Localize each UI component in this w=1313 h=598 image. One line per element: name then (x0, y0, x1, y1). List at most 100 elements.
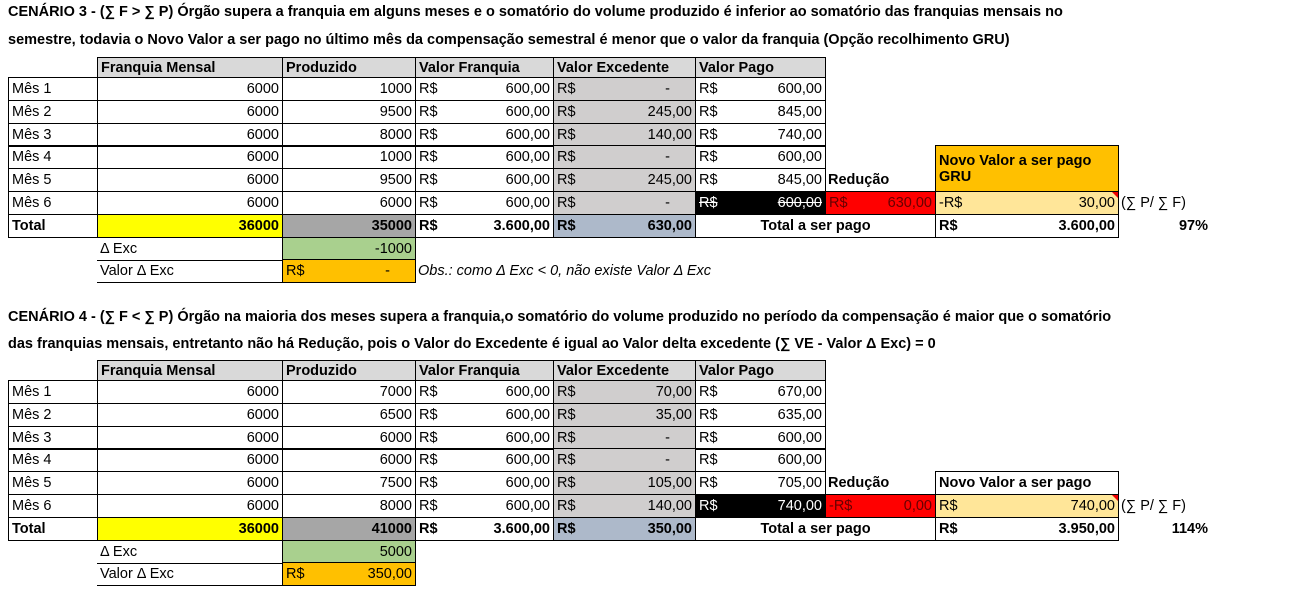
month-label[interactable]: Mês 3 (8, 426, 98, 450)
valor-franquia-cell[interactable]: R$ 600,00 (415, 145, 554, 169)
total-franquia[interactable]: 36000 (97, 214, 283, 238)
valor-franquia-cell[interactable]: R$ 600,00 (415, 494, 554, 518)
month-label[interactable]: Mês 5 (8, 168, 98, 192)
valor-excedente-cell[interactable]: R$ 105,00 (553, 471, 696, 495)
valor-franquia-cell[interactable]: R$ 600,00 (415, 123, 554, 147)
valor-pago-cell[interactable]: R$ 600,00 (695, 448, 826, 472)
valor-franquia-cell[interactable]: R$ 600,00 (415, 403, 554, 427)
valor-delta-label[interactable]: Valor Δ Exc (97, 562, 283, 586)
total-a-ser-pago-label[interactable]: Total a ser pago (695, 214, 936, 238)
valor-excedente-cell[interactable]: R$ - (553, 77, 696, 101)
valor-pago-cell[interactable]: R$ 600,00 (695, 77, 826, 101)
reducao-value[interactable]: R$ 630,00 (825, 191, 936, 215)
produzido-cell[interactable]: 6500 (282, 403, 416, 427)
total-produzido[interactable]: 35000 (282, 214, 416, 238)
valor-excedente-cell[interactable]: R$ - (553, 426, 696, 450)
novo-valor-header[interactable]: Novo Valor a ser pago (935, 471, 1119, 495)
reducao-label[interactable]: Redução (825, 168, 936, 192)
observation-note[interactable]: Obs.: como Δ Exc < 0, não existe Valor Δ… (415, 259, 826, 283)
total-franquia[interactable]: 36000 (97, 517, 283, 541)
franquia-cell[interactable]: 6000 (97, 191, 283, 215)
reducao-value[interactable]: -R$ 0,00 (825, 494, 936, 518)
produzido-cell[interactable]: 9500 (282, 168, 416, 192)
valor-pago-cell[interactable]: R$ 740,00 (695, 494, 826, 518)
delta-exc-label[interactable]: Δ Exc (97, 540, 283, 564)
valor-excedente-cell[interactable]: R$ - (553, 191, 696, 215)
delta-exc-value[interactable]: 5000 (282, 540, 416, 564)
total-valor-franquia[interactable]: R$ 3.600,00 (415, 517, 554, 541)
produzido-cell[interactable]: 6000 (282, 426, 416, 450)
month-label[interactable]: Mês 1 (8, 380, 98, 404)
produzido-cell[interactable]: 7500 (282, 471, 416, 495)
month-label[interactable]: Mês 6 (8, 191, 98, 215)
delta-exc-value[interactable]: -1000 (282, 237, 416, 261)
valor-franquia-cell[interactable]: R$ 600,00 (415, 448, 554, 472)
month-label[interactable]: Mês 6 (8, 494, 98, 518)
total-valor-excedente[interactable]: R$ 350,00 (553, 517, 696, 541)
total-valor-franquia[interactable]: R$ 3.600,00 (415, 214, 554, 238)
ratio-label[interactable]: (∑ P/ ∑ F) (1118, 494, 1211, 518)
total-produzido[interactable]: 41000 (282, 517, 416, 541)
column-header[interactable]: Valor Franquia (415, 57, 554, 78)
valor-pago-cell[interactable]: R$ 845,00 (695, 168, 826, 192)
month-label[interactable]: Mês 5 (8, 471, 98, 495)
produzido-cell[interactable]: 7000 (282, 380, 416, 404)
novo-valor-header[interactable]: Novo Valor a ser pago GRU (935, 145, 1119, 192)
franquia-cell[interactable]: 6000 (97, 123, 283, 147)
total-a-ser-pago-value[interactable]: R$ 3.950,00 (935, 517, 1119, 541)
valor-pago-cell[interactable]: R$ 845,00 (695, 100, 826, 124)
total-a-ser-pago-label[interactable]: Total a ser pago (695, 517, 936, 541)
month-label[interactable]: Mês 1 (8, 77, 98, 101)
valor-delta-value[interactable]: R$ 350,00 (282, 562, 416, 586)
total-valor-excedente[interactable]: R$ 630,00 (553, 214, 696, 238)
column-header[interactable]: Produzido (282, 57, 416, 78)
reducao-label[interactable]: Redução (825, 471, 936, 495)
valor-franquia-cell[interactable]: R$ 600,00 (415, 426, 554, 450)
valor-excedente-cell[interactable]: R$ 140,00 (553, 494, 696, 518)
novo-valor-cell[interactable]: R$ 740,00 (935, 494, 1119, 518)
valor-franquia-cell[interactable]: R$ 600,00 (415, 471, 554, 495)
column-header[interactable]: Valor Excedente (553, 57, 696, 78)
valor-excedente-cell[interactable]: R$ 245,00 (553, 100, 696, 124)
valor-franquia-cell[interactable]: R$ 600,00 (415, 380, 554, 404)
month-label[interactable]: Mês 2 (8, 403, 98, 427)
ratio-label[interactable]: (∑ P/ ∑ F) (1118, 191, 1211, 215)
produzido-cell[interactable]: 6000 (282, 448, 416, 472)
valor-franquia-cell[interactable]: R$ 600,00 (415, 100, 554, 124)
valor-pago-cell[interactable]: R$ 635,00 (695, 403, 826, 427)
franquia-cell[interactable]: 6000 (97, 380, 283, 404)
valor-pago-cell[interactable]: R$ 740,00 (695, 123, 826, 147)
valor-pago-cell[interactable]: R$ 705,00 (695, 471, 826, 495)
franquia-cell[interactable]: 6000 (97, 77, 283, 101)
produzido-cell[interactable]: 8000 (282, 123, 416, 147)
column-header[interactable]: Produzido (282, 360, 416, 381)
percentage[interactable]: 114% (1118, 517, 1211, 541)
franquia-cell[interactable]: 6000 (97, 448, 283, 472)
valor-pago-cell[interactable]: R$ 600,00 (695, 426, 826, 450)
valor-excedente-cell[interactable]: R$ 140,00 (553, 123, 696, 147)
produzido-cell[interactable]: 1000 (282, 77, 416, 101)
valor-excedente-cell[interactable]: R$ - (553, 145, 696, 169)
novo-valor-cell[interactable]: -R$ 30,00 (935, 191, 1119, 215)
valor-excedente-cell[interactable]: R$ 70,00 (553, 380, 696, 404)
total-a-ser-pago-value[interactable]: R$ 3.600,00 (935, 214, 1119, 238)
column-header[interactable]: Valor Pago (695, 360, 826, 381)
percentage[interactable]: 97% (1118, 214, 1211, 238)
valor-excedente-cell[interactable]: R$ 35,00 (553, 403, 696, 427)
valor-delta-value[interactable]: R$ - (282, 259, 416, 283)
valor-franquia-cell[interactable]: R$ 600,00 (415, 77, 554, 101)
valor-excedente-cell[interactable]: R$ - (553, 448, 696, 472)
produzido-cell[interactable]: 9500 (282, 100, 416, 124)
valor-franquia-cell[interactable]: R$ 600,00 (415, 168, 554, 192)
month-label[interactable]: Mês 4 (8, 448, 98, 472)
valor-pago-cell[interactable]: R$ 600,00 (695, 191, 826, 215)
valor-franquia-cell[interactable]: R$ 600,00 (415, 191, 554, 215)
delta-exc-label[interactable]: Δ Exc (97, 237, 283, 261)
column-header[interactable]: Valor Pago (695, 57, 826, 78)
franquia-cell[interactable]: 6000 (97, 145, 283, 169)
franquia-cell[interactable]: 6000 (97, 403, 283, 427)
franquia-cell[interactable]: 6000 (97, 168, 283, 192)
produzido-cell[interactable]: 6000 (282, 191, 416, 215)
franquia-cell[interactable]: 6000 (97, 494, 283, 518)
column-header[interactable]: Valor Franquia (415, 360, 554, 381)
